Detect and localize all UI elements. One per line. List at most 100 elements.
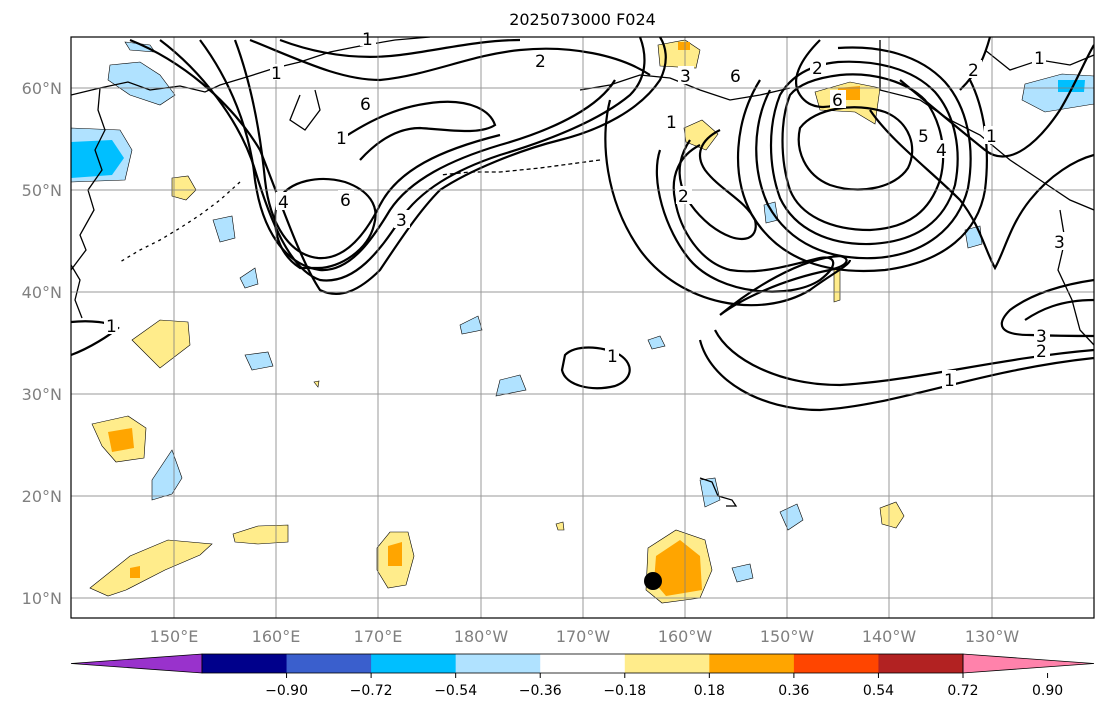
contour-label: 1 bbox=[1034, 49, 1045, 69]
lat-label: 40°N bbox=[22, 283, 62, 302]
colorbar-bin bbox=[455, 654, 541, 673]
contour-label: 2 bbox=[1036, 342, 1047, 362]
colorbar-tick-label: −0.18 bbox=[603, 683, 646, 699]
contour-label: 6 bbox=[730, 67, 741, 87]
contour-line bbox=[279, 38, 521, 58]
colorbar-tick-label: 0.36 bbox=[778, 683, 809, 699]
contour-label: 1 bbox=[607, 347, 618, 367]
contour-line bbox=[249, 38, 651, 82]
colorbar-tick-label: −0.36 bbox=[519, 683, 562, 699]
contour-line-closed bbox=[769, 60, 959, 246]
coastline-kamchatka bbox=[71, 87, 106, 271]
lon-label: 170°W bbox=[556, 627, 611, 646]
neg-region bbox=[244, 351, 274, 371]
lat-label: 50°N bbox=[22, 181, 62, 200]
coastline-na bbox=[879, 40, 1094, 211]
map-marker-dot bbox=[644, 572, 662, 590]
pos-region bbox=[171, 175, 197, 201]
longitude-labels: 150°E 160°E 170°E 180°W 170°W 160°W 150°… bbox=[150, 627, 1020, 646]
lat-label: 10°N bbox=[22, 589, 62, 608]
contour-line bbox=[737, 79, 988, 273]
coastline-japan bbox=[71, 264, 83, 319]
neg-region bbox=[647, 335, 666, 350]
contour-label: 6 bbox=[360, 95, 371, 115]
contour-line bbox=[899, 44, 1094, 158]
neg-region bbox=[212, 215, 236, 243]
contour-line-closed bbox=[560, 346, 631, 390]
colorbar-extend-low bbox=[70, 653, 203, 674]
colorbar-bin bbox=[793, 654, 879, 673]
contour-label: 3 bbox=[1036, 327, 1047, 347]
contour-label: 2 bbox=[968, 61, 979, 81]
contour-labels: 1 2 3 6 1 2 6 3 4 1 6 1 2 1 2 4 5 1 6 1 … bbox=[104, 30, 1068, 391]
pos-region-strong bbox=[654, 540, 702, 596]
pos-region bbox=[89, 539, 213, 597]
colorbar-bin bbox=[878, 654, 964, 673]
pos-region-strong bbox=[678, 42, 690, 50]
contour-line bbox=[795, 39, 846, 108]
map-frame bbox=[70, 36, 1095, 619]
colorbar-bin bbox=[286, 654, 372, 673]
contour-label: 2 bbox=[678, 187, 689, 207]
colorbar-bin bbox=[202, 654, 288, 673]
neg-region bbox=[779, 503, 804, 531]
colorbar-tick-label: 0.90 bbox=[1032, 683, 1063, 699]
neg-region bbox=[495, 374, 527, 397]
pos-region bbox=[232, 524, 289, 545]
lon-label: 150°W bbox=[760, 627, 815, 646]
contour-line bbox=[199, 39, 616, 272]
lon-label: 160°E bbox=[252, 627, 301, 646]
colorbar-extend-high bbox=[962, 653, 1095, 674]
contour-line bbox=[1000, 278, 1094, 338]
neg-region bbox=[107, 61, 176, 106]
neg-region bbox=[239, 267, 259, 289]
colorbar-tick-label: 0.54 bbox=[863, 683, 894, 699]
contour-label: 6 bbox=[832, 91, 843, 111]
lat-label: 60°N bbox=[22, 79, 62, 98]
contour-lines bbox=[71, 37, 1094, 412]
contour-label: 1 bbox=[944, 371, 955, 391]
contour-label: 2 bbox=[535, 52, 546, 72]
contour-label: 1 bbox=[362, 30, 373, 50]
contour-label: 6 bbox=[340, 191, 351, 211]
pos-region-strong bbox=[108, 428, 134, 452]
contour-line bbox=[869, 109, 1094, 271]
contour-line-center bbox=[797, 106, 914, 191]
coastline-kurils bbox=[119, 181, 241, 263]
lon-label: 130°W bbox=[965, 627, 1020, 646]
pos-region bbox=[555, 521, 565, 531]
colorbar-bin bbox=[624, 654, 710, 673]
coastline-hawaii bbox=[699, 477, 738, 507]
colorbar-tick-label: −0.54 bbox=[434, 683, 477, 699]
colorbar: −0.90 −0.72 −0.54 −0.36 −0.18 0.18 0.36 0.54 0.7… bbox=[70, 653, 1095, 699]
contour-label: 1 bbox=[106, 317, 117, 337]
contour-line-2 bbox=[714, 329, 1094, 387]
pos-region-strong bbox=[130, 566, 140, 578]
coastline-aleutians bbox=[439, 159, 601, 176]
latitude-labels: 10°N 20°N 30°N 40°N 50°N 60°N bbox=[22, 79, 62, 608]
colorbar-frame bbox=[201, 653, 964, 674]
pos-region bbox=[879, 501, 905, 529]
contour-label: 3 bbox=[680, 67, 691, 87]
map-title: 2025073000 F024 bbox=[509, 10, 656, 29]
contour-label: 3 bbox=[396, 211, 407, 231]
coastline-arctic bbox=[289, 89, 321, 131]
lon-label: 150°E bbox=[150, 627, 199, 646]
pos-region bbox=[683, 119, 719, 151]
colorbar-bin bbox=[371, 654, 457, 673]
positive-anomaly-regions bbox=[89, 39, 905, 604]
contour-line bbox=[129, 37, 667, 295]
lon-label: 180°W bbox=[454, 627, 509, 646]
neg-region bbox=[459, 315, 483, 335]
contour-line-1 bbox=[698, 339, 1094, 412]
contour-label: 1 bbox=[986, 127, 997, 147]
pos-region bbox=[131, 319, 191, 369]
contour-label: 2 bbox=[812, 59, 823, 79]
colorbar-tick-label: 0.72 bbox=[947, 683, 978, 699]
lat-label: 30°N bbox=[22, 385, 62, 404]
pos-region bbox=[313, 380, 320, 388]
pos-region-strong bbox=[388, 542, 402, 566]
colorbar-bin bbox=[540, 654, 626, 673]
contour-line bbox=[339, 100, 497, 161]
